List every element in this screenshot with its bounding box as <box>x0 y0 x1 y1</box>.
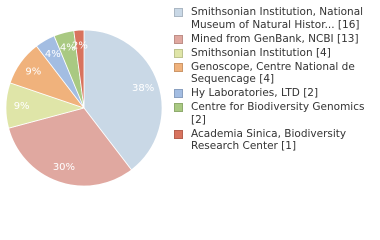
legend-entry: Hy Laboratories, LTD [2] <box>172 87 377 100</box>
legend-swatch <box>174 129 183 139</box>
slice-label: 4% <box>60 43 76 54</box>
legend-entry: Academia Sinica, Biodiversity Research C… <box>172 128 377 153</box>
slice-label: 9% <box>14 101 30 112</box>
slice-label: 9% <box>25 67 41 78</box>
pie-slice <box>8 107 133 187</box>
legend-swatch <box>174 8 183 17</box>
legend: Smithsonian Institution, National Museum… <box>172 6 377 154</box>
legend-entry: Mined from GenBank, NCBI [13] <box>172 33 377 46</box>
legend-entry: Smithsonian Institution [4] <box>172 47 377 60</box>
slice-label: 2% <box>72 41 88 52</box>
legend-label: Mined from GenBank, NCBI [13] <box>191 32 359 45</box>
legend-label: Genoscope, Centre National de Sequencage… <box>191 60 355 86</box>
legend-swatch <box>174 89 183 98</box>
legend-label: Academia Sinica, Biodiversity Research C… <box>191 127 347 153</box>
legend-label: Smithsonian Institution, National Museum… <box>191 6 364 31</box>
pie-slice <box>73 29 85 109</box>
legend-label: Hy Laboratories, LTD [2] <box>191 87 319 99</box>
legend-swatch <box>174 48 183 58</box>
legend-swatch <box>174 103 183 112</box>
legend-label: Smithsonian Institution [4] <box>191 46 331 59</box>
legend-entry: Genoscope, Centre National de Sequencage… <box>172 61 377 86</box>
legend-swatch <box>174 62 183 72</box>
pie-slice <box>83 29 163 171</box>
legend-swatch <box>174 34 183 44</box>
legend-entry: Centre for Biodiversity Genomics [2] <box>172 101 377 126</box>
pie-area: 38%30%9%9%4%4%2% <box>5 29 163 187</box>
slice-label: 38% <box>132 83 154 94</box>
slice-label: 30% <box>53 162 75 173</box>
slice-label: 4% <box>45 49 61 60</box>
legend-entry: Smithsonian Institution, National Museum… <box>172 6 377 31</box>
legend-label: Centre for Biodiversity Genomics [2] <box>191 101 365 126</box>
